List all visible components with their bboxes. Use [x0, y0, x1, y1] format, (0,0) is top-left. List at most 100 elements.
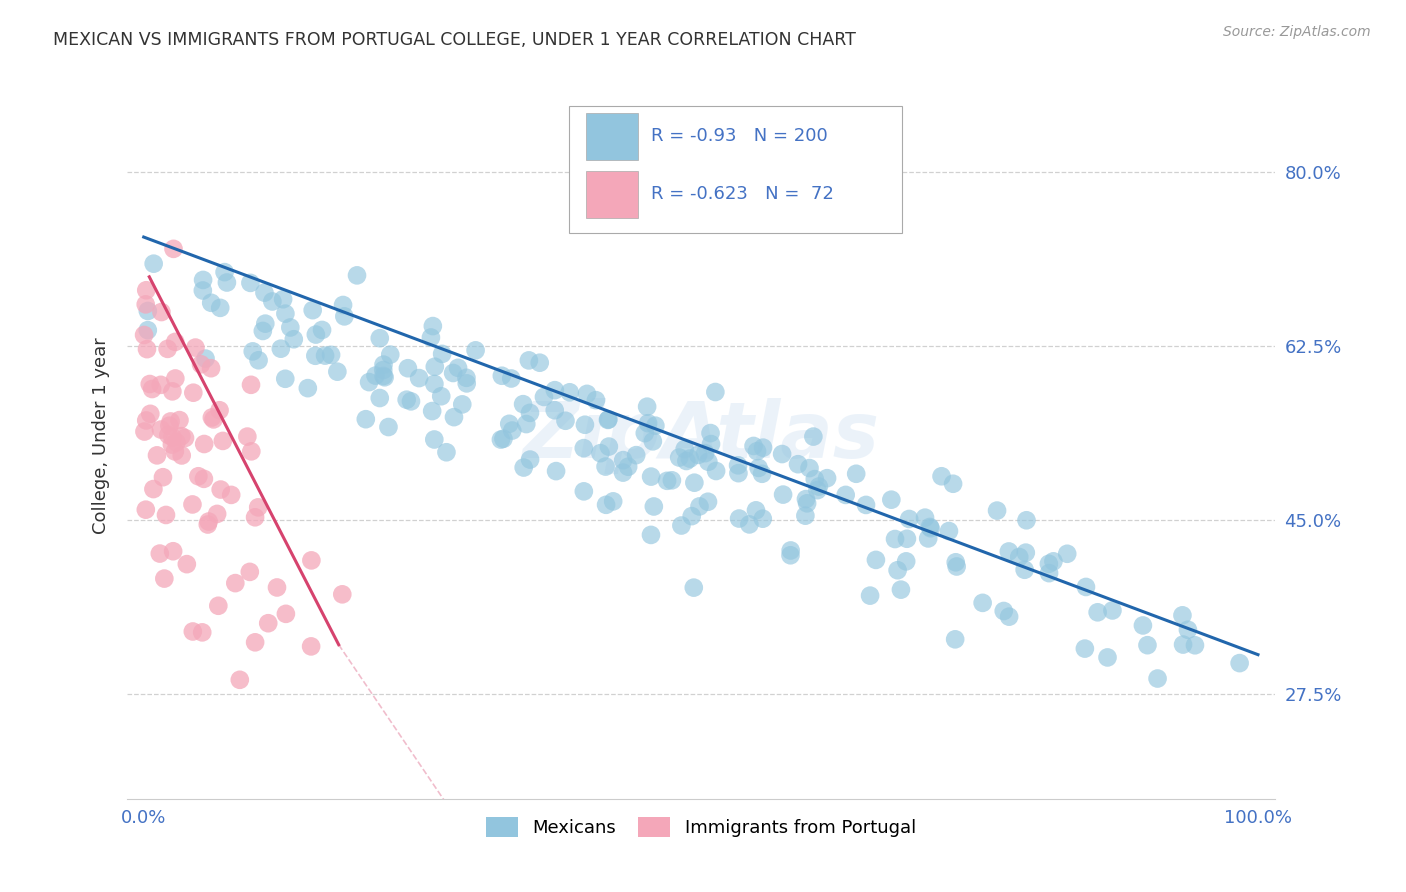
Point — [150, 305, 173, 319]
Point — [917, 532, 939, 546]
Point — [134, 425, 156, 439]
Point — [299, 640, 322, 654]
Point — [1056, 547, 1078, 561]
Point — [661, 473, 683, 487]
Point — [380, 348, 402, 362]
Point — [181, 498, 204, 512]
Point — [745, 503, 768, 517]
Point — [165, 371, 187, 385]
Point — [596, 413, 619, 427]
Point — [430, 347, 453, 361]
Point — [1097, 650, 1119, 665]
Point — [1038, 566, 1060, 581]
Point — [430, 389, 453, 403]
Point — [373, 358, 395, 372]
Point — [572, 484, 595, 499]
Point — [174, 431, 197, 445]
Point — [1171, 608, 1194, 623]
Point — [162, 430, 184, 444]
Point — [938, 524, 960, 538]
Point — [443, 410, 465, 425]
Point — [208, 403, 231, 417]
Point — [1014, 563, 1036, 577]
Point — [301, 303, 323, 318]
Point — [598, 440, 620, 454]
Point — [373, 368, 395, 383]
FancyBboxPatch shape — [586, 113, 638, 160]
Point — [640, 469, 662, 483]
Point — [544, 383, 567, 397]
Point — [998, 609, 1021, 624]
Point — [132, 328, 155, 343]
Point — [205, 507, 228, 521]
Point — [156, 342, 179, 356]
Point — [207, 599, 229, 613]
Point — [170, 449, 193, 463]
Point — [200, 361, 222, 376]
Point — [636, 400, 658, 414]
Point — [142, 257, 165, 271]
Point — [931, 469, 953, 483]
Point — [671, 518, 693, 533]
Text: Source: ZipAtlas.com: Source: ZipAtlas.com — [1223, 25, 1371, 39]
Point — [447, 360, 470, 375]
Point — [257, 616, 280, 631]
Point — [157, 428, 180, 442]
Point — [253, 285, 276, 300]
Point — [546, 464, 568, 478]
Point — [834, 488, 856, 502]
Point — [266, 581, 288, 595]
Point — [697, 455, 720, 469]
Point — [169, 413, 191, 427]
Point — [655, 474, 678, 488]
Point — [517, 353, 540, 368]
Point — [1171, 638, 1194, 652]
Text: R = -0.623   N =  72: R = -0.623 N = 72 — [651, 186, 834, 203]
Point — [423, 376, 446, 391]
Point — [803, 429, 825, 443]
Point — [1015, 513, 1038, 527]
Point — [896, 554, 918, 568]
Point — [162, 544, 184, 558]
Point — [441, 366, 464, 380]
Point — [456, 376, 478, 391]
Point — [794, 492, 817, 507]
Point — [136, 323, 159, 337]
Point — [239, 276, 262, 290]
Point — [728, 511, 751, 525]
Point — [191, 284, 214, 298]
Legend: Mexicans, Immigrants from Portugal: Mexicans, Immigrants from Portugal — [478, 810, 924, 844]
Point — [585, 393, 607, 408]
Point — [699, 426, 721, 441]
Point — [554, 414, 576, 428]
Point — [602, 494, 624, 508]
Point — [624, 448, 647, 462]
Point — [634, 426, 657, 441]
Point — [886, 563, 908, 577]
Point — [243, 510, 266, 524]
Point — [751, 467, 773, 481]
Point — [197, 515, 219, 529]
Point — [1087, 605, 1109, 619]
Point — [519, 452, 541, 467]
Point — [704, 464, 727, 478]
Point — [165, 334, 187, 349]
Point — [920, 521, 942, 535]
Point — [738, 517, 761, 532]
Point — [859, 589, 882, 603]
Point — [1015, 546, 1038, 560]
Point — [742, 439, 765, 453]
Point — [704, 384, 727, 399]
Point — [243, 635, 266, 649]
Point — [700, 437, 723, 451]
Point — [152, 470, 174, 484]
Point — [311, 323, 333, 337]
Point — [368, 331, 391, 345]
Point — [595, 498, 617, 512]
Point — [898, 512, 921, 526]
Point — [572, 441, 595, 455]
Point — [612, 466, 634, 480]
Point — [612, 453, 634, 467]
Point — [501, 424, 523, 438]
Point — [135, 283, 157, 297]
